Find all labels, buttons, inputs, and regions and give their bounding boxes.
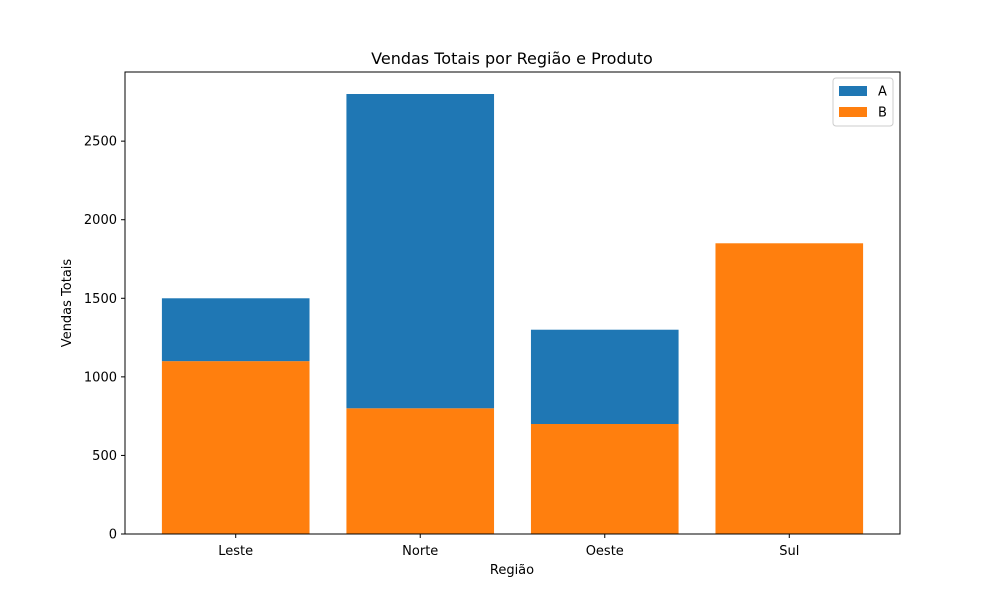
- legend-swatch-b: [839, 107, 867, 117]
- y-axis: 0 500 1000 1500 2000 2500: [84, 135, 125, 543]
- x-tick-label-leste: Leste: [218, 544, 253, 559]
- x-tick-label-oeste: Oeste: [586, 544, 624, 559]
- legend: AB: [832, 77, 894, 127]
- x-axis: Leste Norte Oeste Sul: [218, 534, 799, 559]
- legend-swatch-a: [839, 86, 867, 96]
- x-tick-label-norte: Norte: [402, 544, 438, 559]
- bar-b-leste: [161, 361, 310, 534]
- legend-label-a: A: [878, 85, 887, 100]
- x-tick-label-sul: Sul: [779, 544, 799, 559]
- bar-b-norte: [346, 408, 495, 534]
- bar-a-oeste: [530, 329, 679, 424]
- plot-frame: [124, 71, 901, 535]
- bar-b-oeste: [530, 424, 679, 534]
- legend-label-b: B: [878, 106, 887, 121]
- y-tick-label: 2500: [84, 135, 117, 150]
- bars: [161, 94, 864, 535]
- bar-b-sul: [715, 243, 864, 535]
- y-tick-label: 1000: [84, 370, 117, 385]
- y-axis-label: Vendas Totais: [60, 259, 75, 348]
- chart-title: Vendas Totais por Região e Produto: [371, 49, 653, 68]
- y-tick-label: 1500: [84, 292, 117, 307]
- bar-a-norte: [346, 94, 495, 409]
- x-axis-label: Região: [490, 563, 534, 578]
- y-tick-label: 2000: [84, 213, 117, 228]
- y-tick-label: 500: [92, 449, 117, 464]
- y-tick-label: 0: [109, 528, 117, 543]
- bar-a-leste: [161, 298, 310, 362]
